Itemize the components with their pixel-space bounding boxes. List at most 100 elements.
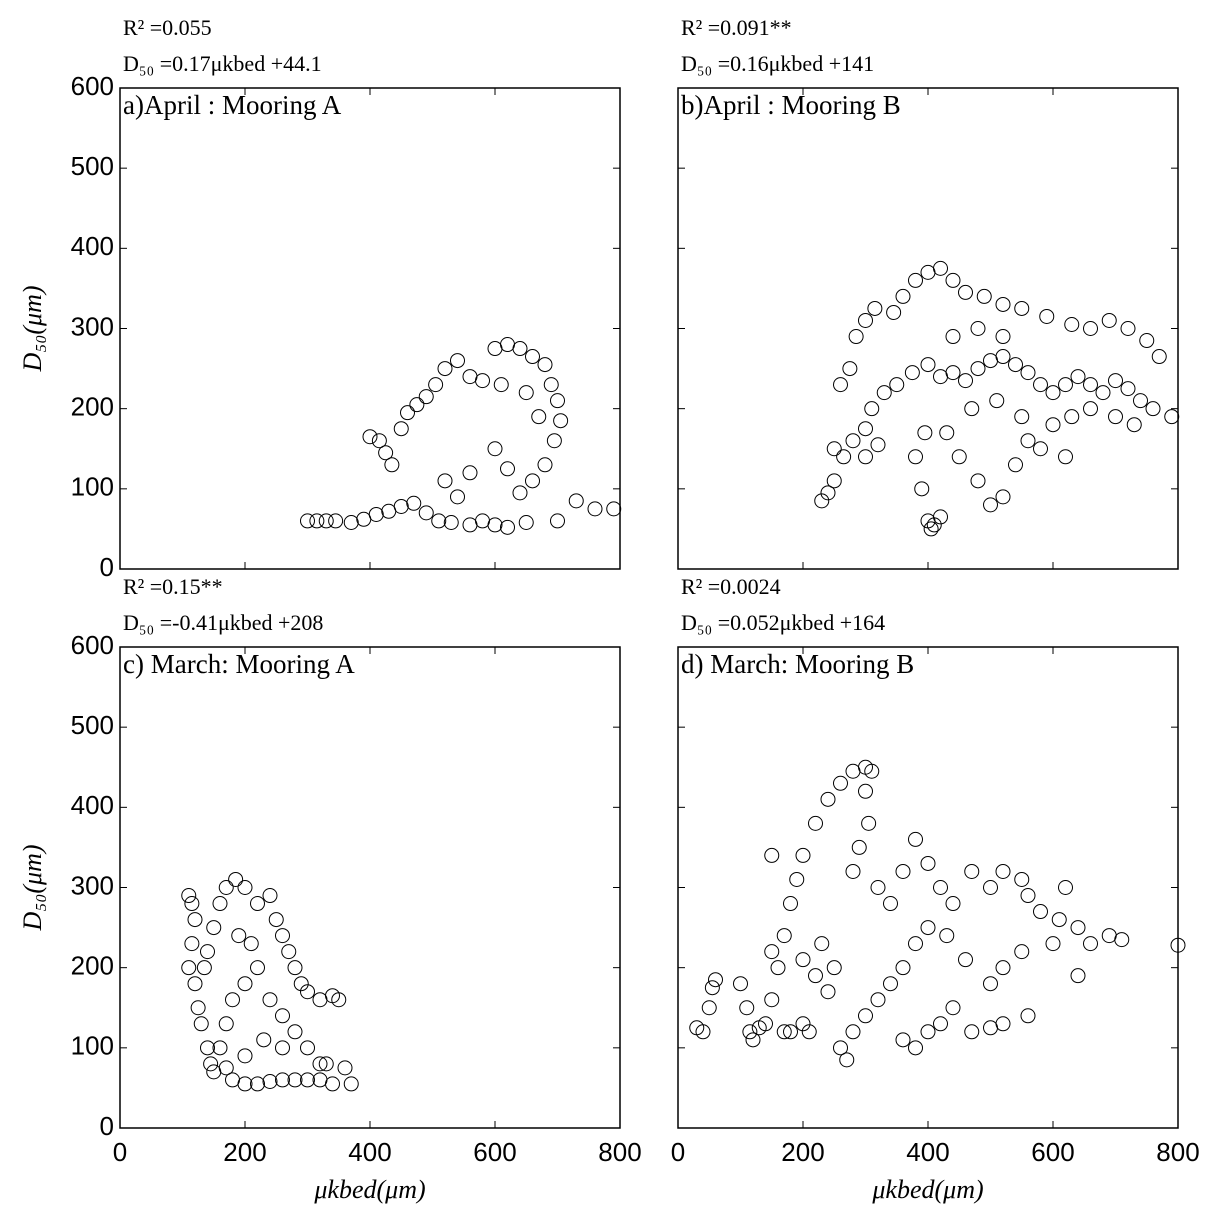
panel-title: d) March: Mooring B	[681, 649, 914, 679]
point	[237, 976, 253, 992]
point	[1126, 417, 1142, 433]
annotation: R² =0.091**	[681, 15, 792, 40]
point	[1133, 393, 1148, 409]
point	[218, 1060, 234, 1076]
annotation: R² =0.0024	[681, 574, 781, 599]
y-tick-label: 500	[71, 710, 114, 740]
point	[1020, 365, 1036, 381]
point	[845, 433, 861, 449]
point	[378, 445, 394, 461]
point	[309, 513, 325, 529]
point	[287, 960, 303, 976]
point	[206, 1064, 222, 1080]
point	[908, 831, 923, 847]
point	[525, 349, 540, 365]
point	[418, 389, 434, 405]
point	[487, 441, 503, 457]
point	[814, 936, 830, 952]
point	[801, 1024, 817, 1040]
x-tick-label: 800	[598, 1137, 641, 1167]
point	[268, 912, 284, 928]
point	[181, 888, 197, 904]
point	[814, 493, 830, 509]
point	[487, 341, 503, 357]
point	[312, 1072, 328, 1088]
annotation: R² =0.15**	[123, 574, 223, 599]
point	[225, 1072, 240, 1088]
point	[926, 517, 942, 533]
point	[920, 264, 936, 280]
point	[384, 457, 400, 473]
point	[553, 413, 569, 429]
point	[795, 1016, 811, 1032]
point	[795, 952, 811, 968]
point	[795, 847, 811, 863]
point	[250, 896, 265, 912]
point	[1070, 920, 1086, 936]
point	[820, 984, 836, 1000]
point	[318, 1056, 334, 1072]
point	[983, 880, 998, 895]
point	[858, 783, 873, 799]
point	[983, 976, 998, 992]
point	[250, 1076, 265, 1092]
x-axis-label: μkbed(μm)	[871, 1175, 983, 1204]
point	[1083, 377, 1098, 393]
point	[858, 421, 873, 437]
point	[845, 763, 861, 779]
point	[487, 517, 503, 533]
annotation: D₅₀ =0.16μkbed +141	[681, 51, 874, 76]
plot-frame	[677, 87, 1179, 570]
point	[933, 880, 948, 895]
point	[820, 791, 836, 807]
point	[1108, 409, 1123, 425]
point	[745, 1032, 761, 1048]
point	[758, 1016, 773, 1032]
annotation: D₅₀ =0.052μkbed +164	[681, 610, 885, 635]
point	[1114, 932, 1130, 948]
point	[820, 485, 836, 501]
point	[1008, 457, 1023, 473]
point	[995, 349, 1011, 365]
point	[895, 960, 911, 976]
point	[920, 1024, 936, 1040]
point	[867, 300, 883, 316]
point	[1051, 912, 1067, 928]
point	[300, 984, 315, 1000]
x-tick-label: 800	[1156, 1137, 1199, 1167]
y-tick-label: 600	[71, 630, 114, 660]
panel-title: b)April : Mooring B	[681, 90, 901, 120]
point	[864, 763, 880, 779]
point	[876, 385, 892, 401]
y-tick-label: 400	[71, 231, 114, 261]
point	[970, 321, 986, 336]
point	[1045, 936, 1061, 952]
point	[870, 437, 886, 453]
point	[983, 497, 998, 513]
point	[995, 489, 1011, 505]
point	[328, 513, 344, 529]
point	[493, 377, 509, 393]
point	[518, 385, 534, 401]
point	[701, 1000, 717, 1016]
annotation: D₅₀ =-0.41μkbed +208	[123, 610, 323, 635]
point	[500, 337, 515, 353]
point	[858, 449, 873, 465]
point	[500, 519, 515, 535]
point	[568, 493, 584, 509]
point	[443, 515, 459, 531]
point	[1151, 349, 1167, 365]
point	[243, 936, 259, 952]
point	[995, 960, 1011, 976]
point	[1033, 904, 1048, 920]
point	[895, 1032, 911, 1048]
point	[1064, 316, 1080, 332]
point	[525, 473, 540, 489]
point	[300, 513, 315, 529]
point	[237, 880, 253, 895]
point	[783, 1024, 798, 1040]
y-axis-label: D₅₀(μm)	[18, 286, 47, 373]
point	[883, 896, 898, 912]
x-axis-label: μkbed(μm)	[313, 1175, 425, 1204]
point	[1014, 944, 1030, 960]
